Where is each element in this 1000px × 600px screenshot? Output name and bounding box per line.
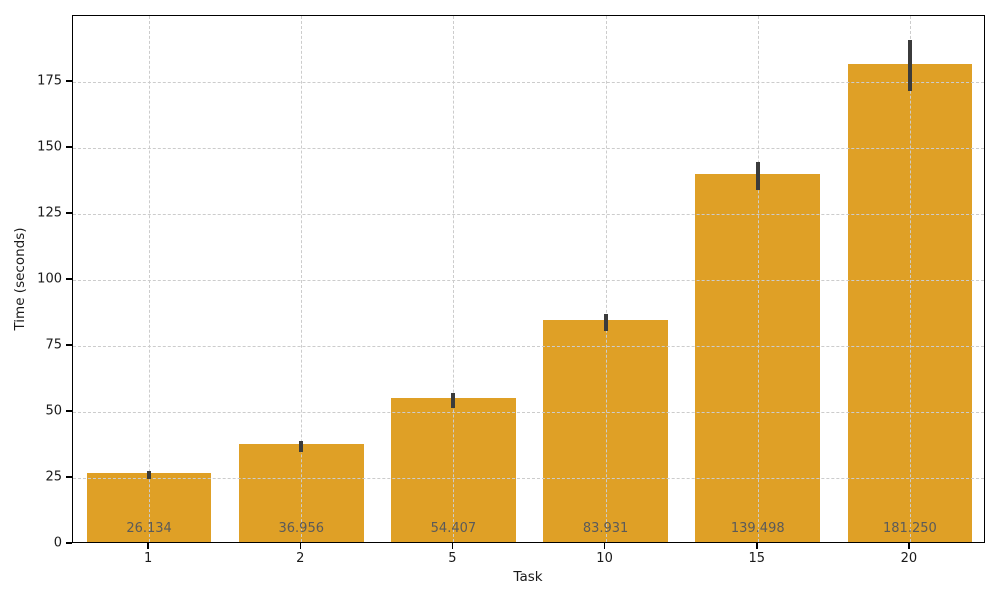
- bar-value-label: 36.956: [278, 521, 325, 536]
- y-tick-label: 150: [37, 139, 62, 155]
- error-bar: [907, 40, 912, 91]
- gridline-vertical: [149, 16, 151, 542]
- bar-value-label: 139.498: [730, 521, 785, 536]
- x-tick-mark: [756, 543, 758, 549]
- y-tick-label: 50: [45, 403, 62, 419]
- gridline-vertical: [909, 16, 911, 542]
- y-tick-label: 75: [45, 337, 62, 353]
- x-axis-title: Task: [513, 569, 543, 585]
- gridline-horizontal: [73, 412, 984, 413]
- y-tick-mark: [66, 344, 72, 346]
- x-tick-label: 10: [596, 551, 613, 566]
- gridline-horizontal: [73, 346, 984, 347]
- y-tick-label: 125: [37, 205, 62, 221]
- gridline-horizontal: [73, 478, 984, 479]
- y-tick-mark: [66, 212, 72, 214]
- x-tick-mark: [451, 543, 454, 549]
- x-tick-label: 20: [900, 551, 918, 566]
- gridline-vertical: [301, 16, 303, 542]
- bar: [238, 444, 364, 542]
- bar: [695, 173, 821, 542]
- gridline-horizontal: [73, 82, 984, 83]
- y-tick-mark: [66, 278, 72, 280]
- gridline-horizontal: [73, 214, 984, 215]
- y-tick-mark: [66, 80, 72, 82]
- bar-value-label: 181.250: [883, 521, 937, 536]
- bar: [847, 63, 973, 542]
- gridline-vertical: [605, 16, 607, 542]
- y-tick-label: 0: [53, 535, 62, 551]
- x-tick-mark: [603, 543, 606, 549]
- y-tick-mark: [66, 476, 72, 478]
- error-bar: [603, 313, 608, 331]
- x-tick-label: 5: [448, 551, 457, 566]
- bar-value-label: 26.134: [126, 521, 172, 536]
- x-tick-label: 15: [748, 551, 766, 566]
- y-axis-title: Time (seconds): [12, 227, 28, 331]
- y-tick-mark: [66, 146, 72, 148]
- bar-value-label: 83.931: [582, 521, 629, 536]
- bar: [391, 398, 516, 542]
- x-tick-mark: [299, 543, 301, 549]
- y-tick-mark: [66, 410, 72, 412]
- x-tick-label: 1: [143, 551, 153, 566]
- error-bar: [299, 440, 304, 453]
- bar-value-label: 54.407: [430, 521, 477, 536]
- error-bar: [755, 161, 760, 190]
- gridline-vertical: [453, 16, 455, 542]
- y-tick-mark: [66, 542, 72, 544]
- plot-area: 26.134 36.956 54.407 83.931 139.498 181.250: [72, 15, 985, 543]
- y-tick-label: 100: [37, 271, 62, 287]
- x-tick-mark: [147, 543, 149, 549]
- gridline-vertical: [757, 16, 759, 542]
- x-tick-label: 2: [296, 551, 305, 566]
- error-bar: [451, 392, 456, 408]
- bar: [543, 320, 668, 542]
- y-tick-label: 25: [45, 469, 62, 485]
- bar: [86, 473, 212, 542]
- gridline-horizontal: [73, 280, 984, 281]
- gridline-horizontal: [73, 148, 984, 149]
- x-tick-mark: [908, 543, 910, 549]
- error-bar: [147, 471, 152, 479]
- y-tick-label: 175: [37, 73, 62, 89]
